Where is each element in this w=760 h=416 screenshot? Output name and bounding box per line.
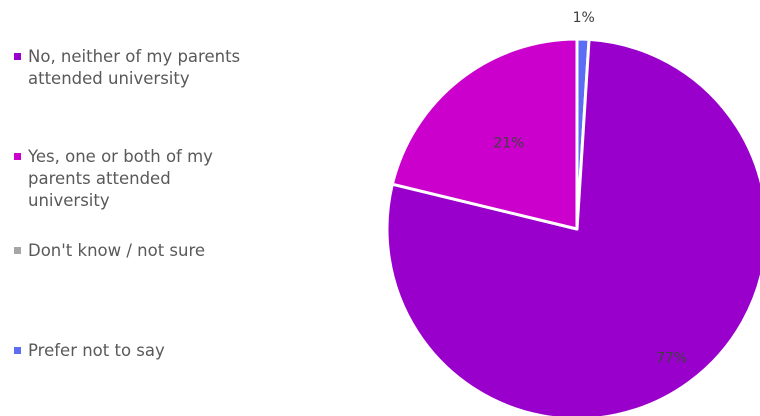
legend-swatch-prefer-not xyxy=(14,347,21,354)
legend-label-yes: Yes, one or both of my parents attended … xyxy=(28,147,213,210)
legend-label-dont-know: Don't know / not sure xyxy=(28,241,206,260)
legend-label-prefer-not: Prefer not to say xyxy=(28,341,165,360)
legend-item-no: No, neither of my parents attended unive… xyxy=(14,46,283,90)
legend-item-yes: Yes, one or both of my parents attended … xyxy=(14,146,253,212)
pie-slice-no xyxy=(385,37,760,416)
legend-item-prefer-not: Prefer not to say xyxy=(14,340,283,362)
chart-legend: No, neither of my parents attended unive… xyxy=(14,0,294,416)
pie-slice-yes xyxy=(390,37,579,231)
data-label-no: 77% xyxy=(656,351,687,367)
legend-swatch-no xyxy=(14,53,21,60)
data-label-yes: 21% xyxy=(493,135,524,151)
legend-swatch-dont-know xyxy=(14,247,21,254)
legend-label-no: No, neither of my parents attended unive… xyxy=(28,47,241,88)
data-label-prefer-not: 1% xyxy=(573,10,595,26)
legend-item-dont-know: Don't know / not sure xyxy=(14,240,283,262)
legend-swatch-yes xyxy=(14,153,21,160)
